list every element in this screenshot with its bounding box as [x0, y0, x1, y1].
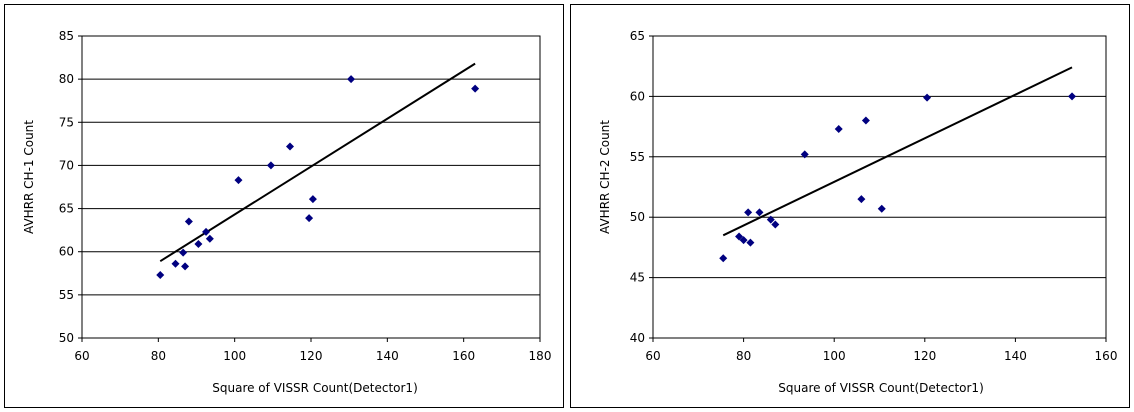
chart-2-data-point [766, 215, 775, 224]
chart-1-y-tick-label: 65 [59, 202, 74, 216]
chart-2-data-point [800, 150, 809, 159]
chart-2-y-tick-label: 55 [630, 150, 645, 164]
chart-1-y-tick-label: 50 [59, 331, 74, 345]
chart-2-data-point [857, 195, 866, 204]
chart-1-y-tick-label: 85 [59, 29, 74, 43]
chart-2-x-tick-label: 120 [913, 349, 936, 363]
chart-1-data-point [305, 214, 314, 223]
chart-1-plot-area [81, 35, 541, 339]
chart-2-data-point [877, 204, 886, 213]
chart-2-x-axis-label: Square of VISSR Count(Detector1) [778, 381, 984, 395]
chart-1-x-axis-label: Square of VISSR Count(Detector1) [212, 381, 418, 395]
chart-2-svg: AVHRR CH-2 Count Square of VISSR Count(D… [598, 29, 1118, 395]
chart-1-data-point [266, 161, 275, 170]
chart-1-y-tick-label: 80 [59, 72, 74, 86]
chart-2-x-tick-label: 80 [736, 349, 751, 363]
chart-1-data-point [181, 262, 190, 271]
chart-2-data-point [834, 125, 843, 134]
chart-1-x-tick-label: 120 [300, 349, 323, 363]
chart-1-data-point [234, 176, 243, 185]
chart-2-x-tick-label: 140 [1004, 349, 1027, 363]
chart-1-data-point [202, 227, 211, 236]
chart-1-x-tick-label: 100 [223, 349, 246, 363]
chart-1-data-point [347, 75, 356, 84]
chart-2-data-point [744, 208, 753, 217]
chart-2-data-point [746, 238, 755, 247]
chart-1-y-axis-label: AVHRR CH-1 Count [22, 120, 36, 234]
chart-2-data-point [739, 236, 748, 245]
chart-1-x-tick-label: 140 [376, 349, 399, 363]
chart-1-data-point [184, 217, 193, 226]
chart-1-y-tick-label: 70 [59, 158, 74, 172]
chart-1-svg: AVHRR CH-1 Count Square of VISSR Count(D… [22, 29, 552, 395]
chart-2-y-tick-label: 50 [630, 210, 645, 224]
chart-2-data-point [1068, 92, 1077, 101]
chart-2-data-point [923, 93, 932, 102]
chart-2-y-tick-label: 40 [630, 331, 645, 345]
chart-1-x-tick-label: 80 [151, 349, 166, 363]
chart-2-plot-area [652, 35, 1107, 339]
chart-2-x-tick-label: 60 [645, 349, 660, 363]
chart-1-data-point [308, 195, 317, 204]
chart-2-data-point [861, 116, 870, 125]
chart-panel-1: AVHRR CH-1 Count Square of VISSR Count(D… [4, 4, 564, 408]
chart-2-data-point [771, 220, 780, 229]
chart-2-y-tick-label: 65 [630, 29, 645, 43]
chart-1-data-point [179, 248, 188, 257]
chart-2-x-tick-label: 160 [1095, 349, 1118, 363]
chart-1-data-point [194, 239, 203, 248]
chart-2-y-axis-label: AVHRR CH-2 Count [598, 120, 612, 234]
chart-1-x-tick-label: 60 [74, 349, 89, 363]
chart-1-trendline [159, 62, 476, 263]
chart-1-data-point [471, 84, 480, 93]
chart-panel-2: AVHRR CH-2 Count Square of VISSR Count(D… [570, 4, 1130, 408]
chart-2-data-point [755, 208, 764, 217]
chart-1-data-point [171, 259, 180, 268]
chart-2-trendline [722, 66, 1073, 237]
chart-1-x-tick-label: 180 [529, 349, 552, 363]
chart-1-y-tick-label: 60 [59, 245, 74, 259]
chart-1-y-tick-label: 55 [59, 288, 74, 302]
chart-2-y-tick-label: 45 [630, 271, 645, 285]
chart-2-y-tick-label: 60 [630, 89, 645, 103]
chart-1-data-point [205, 234, 214, 243]
chart-1-x-tick-label: 160 [452, 349, 475, 363]
chart-2-data-point [735, 232, 744, 241]
chart-1-y-tick-label: 75 [59, 115, 74, 129]
chart-1-data-point [286, 142, 295, 151]
chart-2-x-tick-label: 100 [823, 349, 846, 363]
chart-1-data-point [156, 271, 165, 280]
chart-2-data-point [719, 254, 728, 263]
